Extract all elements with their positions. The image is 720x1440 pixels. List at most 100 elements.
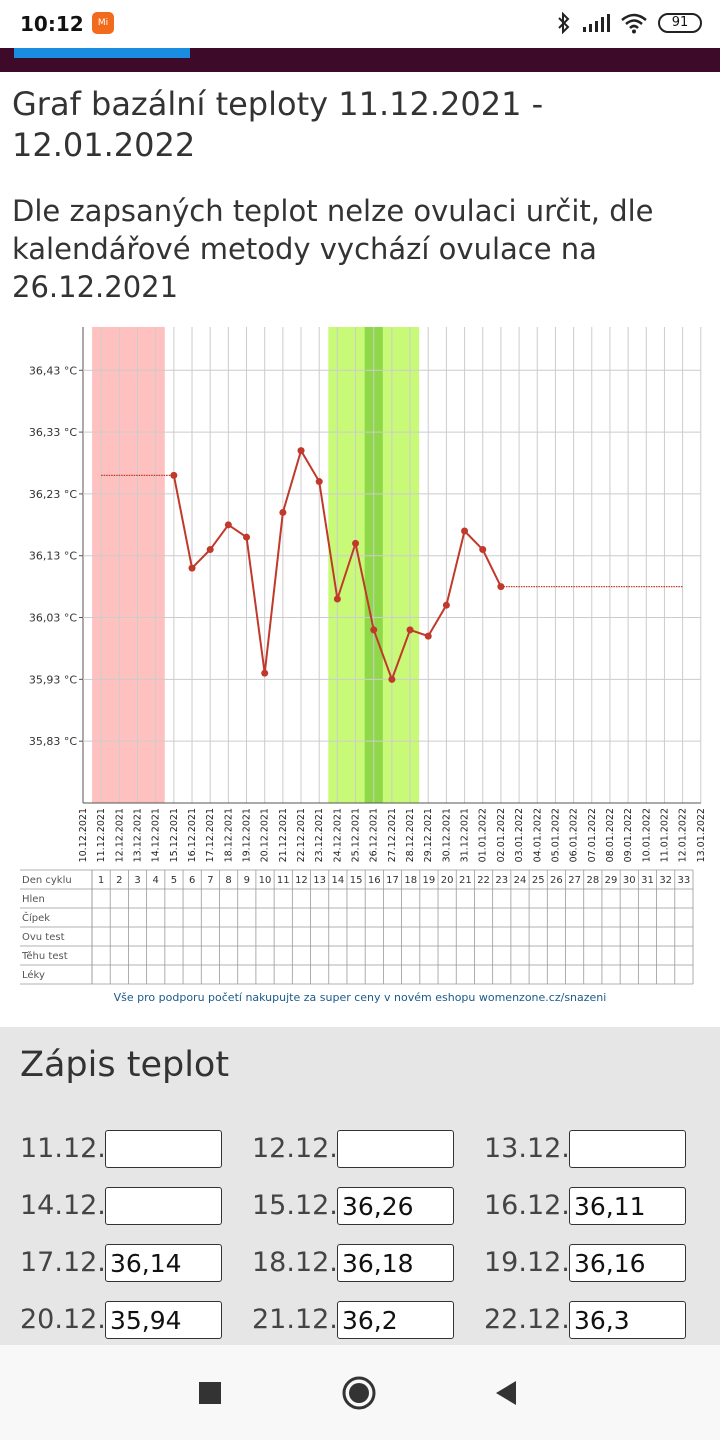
date-label: 11.12.: [20, 1133, 106, 1164]
temperature-point: [442, 601, 450, 609]
x-tick-label: 14.12.2021: [151, 808, 162, 862]
temperature-input[interactable]: [569, 1301, 686, 1339]
x-tick-label: 17.12.2021: [205, 808, 216, 862]
table-day-number: 22: [477, 875, 490, 886]
temperature-point: [424, 632, 432, 640]
temperature-entry-section: [0, 1027, 720, 1345]
x-tick-label: 12.01.2022: [678, 808, 689, 862]
temperature-input[interactable]: [337, 1244, 454, 1282]
table-day-number: 24: [514, 875, 527, 886]
x-tick-label: 30.12.2021: [441, 808, 452, 862]
y-tick-label: 35,93 °C: [29, 673, 77, 686]
bluetooth-icon: [558, 12, 570, 34]
x-tick-label: 15.12.2021: [169, 808, 180, 862]
table-day-number: 17: [386, 875, 399, 886]
temperature-point: [497, 583, 505, 591]
x-tick-label: 13.12.2021: [133, 808, 144, 862]
x-tick-label: 29.12.2021: [423, 808, 434, 862]
temperature-input[interactable]: [569, 1187, 686, 1225]
x-tick-label: 10.01.2022: [641, 808, 652, 862]
date-label: 18.12.: [252, 1247, 338, 1278]
x-tick-label: 12.12.2021: [114, 808, 125, 862]
temperature-point: [243, 533, 251, 541]
y-tick-label: 36,23 °C: [29, 488, 77, 501]
date-label: 22.12.: [484, 1304, 570, 1335]
table-day-number: 4: [153, 875, 159, 886]
x-tick-label: 28.12.2021: [405, 808, 416, 862]
x-tick-label: 10.12.2021: [78, 808, 89, 862]
temperature-point: [188, 564, 196, 572]
x-tick-label: 07.01.2022: [587, 808, 598, 862]
wifi-icon: [621, 13, 647, 34]
back-button[interactable]: [494, 1380, 518, 1406]
temperature-input[interactable]: [337, 1187, 454, 1225]
mi-notification-icon: Mi: [92, 12, 114, 34]
bbt-chart: 36,43 °C 36,33 °C 36,23 °C 36,13 °C 36,03 °C…: [20, 327, 707, 1004]
header-accent-tab[interactable]: [14, 48, 190, 58]
y-tick-label: 36,03 °C: [29, 612, 77, 625]
date-label: 12.12.: [252, 1133, 338, 1164]
date-label: 15.12.: [252, 1190, 338, 1221]
x-tick-label: 18.12.2021: [223, 808, 234, 862]
page-title: Graf bazální teploty 11.12.2021 - 12.01.…: [12, 85, 544, 164]
battery-indicator: 91: [658, 13, 702, 33]
x-tick-label: 22.12.2021: [296, 808, 307, 862]
x-tick-label: 04.01.2022: [532, 808, 543, 862]
table-day-number: 6: [189, 875, 195, 886]
table-day-number: 28: [586, 875, 599, 886]
temperature-input[interactable]: [337, 1130, 454, 1168]
ovulation-summary: Dle zapsaných teplot nelze ovulaci určit…: [12, 194, 654, 304]
table-day-number: 18: [404, 875, 417, 886]
table-day-number: 2: [116, 875, 122, 886]
x-tick-label: 02.01.2022: [496, 808, 507, 862]
date-label: 13.12.: [484, 1133, 570, 1164]
status-bar: 10:12 Mi 91: [0, 0, 720, 48]
table-day-number: 29: [605, 875, 618, 886]
temperature-point: [170, 471, 178, 479]
table-row-label: Čípek: [22, 911, 50, 924]
date-label: 17.12.: [20, 1247, 106, 1278]
temperature-input[interactable]: [569, 1244, 686, 1282]
period-band: [92, 327, 165, 803]
promo-link[interactable]: Vše pro podporu početí nakupujte za supe…: [114, 991, 607, 1004]
x-tick-label: 08.01.2022: [605, 808, 616, 862]
recent-apps-button[interactable]: [198, 1381, 222, 1405]
table-day-number: 5: [171, 875, 177, 886]
temperature-input[interactable]: [105, 1187, 222, 1225]
table-day-number: 27: [568, 875, 581, 886]
table-day-number: 25: [532, 875, 545, 886]
table-row-label: Léky: [22, 969, 45, 981]
y-tick-label: 36,43 °C: [29, 364, 77, 377]
temperature-input[interactable]: [569, 1130, 686, 1168]
temperature-point: [206, 546, 214, 554]
date-label: 21.12.: [252, 1304, 338, 1335]
temperature-input[interactable]: [105, 1301, 222, 1339]
status-icons: 91: [556, 10, 702, 36]
table-day-number: 8: [225, 875, 231, 886]
temperature-point: [370, 626, 378, 634]
x-tick-label: 13.01.2022: [696, 808, 707, 862]
temperature-input[interactable]: [105, 1130, 222, 1168]
home-button[interactable]: [341, 1375, 377, 1411]
x-tick-label: 05.01.2022: [550, 808, 561, 862]
temperature-input[interactable]: [105, 1244, 222, 1282]
x-tick-label: 19.12.2021: [242, 808, 253, 862]
table-day-number: 33: [678, 875, 691, 886]
entry-title: Zápis teplot: [20, 1045, 230, 1085]
x-tick-label: 31.12.2021: [460, 808, 471, 862]
date-label: 16.12.: [484, 1190, 570, 1221]
signal-icon: [583, 14, 610, 32]
x-tick-label: 11.12.2021: [96, 808, 107, 862]
temperature-point: [461, 527, 469, 535]
temperature-point: [333, 595, 341, 603]
x-tick-label: 16.12.2021: [187, 808, 198, 862]
x-tick-label: 21.12.2021: [278, 808, 289, 862]
date-label: 20.12.: [20, 1304, 106, 1335]
x-tick-label: 24.12.2021: [332, 808, 343, 862]
temperature-point: [479, 546, 487, 554]
x-tick-label: 27.12.2021: [387, 808, 398, 862]
table-day-number: 3: [134, 875, 140, 886]
temperature-input[interactable]: [337, 1301, 454, 1339]
table-day-number: 30: [623, 875, 636, 886]
x-tick-label: 01.01.2022: [478, 808, 489, 862]
